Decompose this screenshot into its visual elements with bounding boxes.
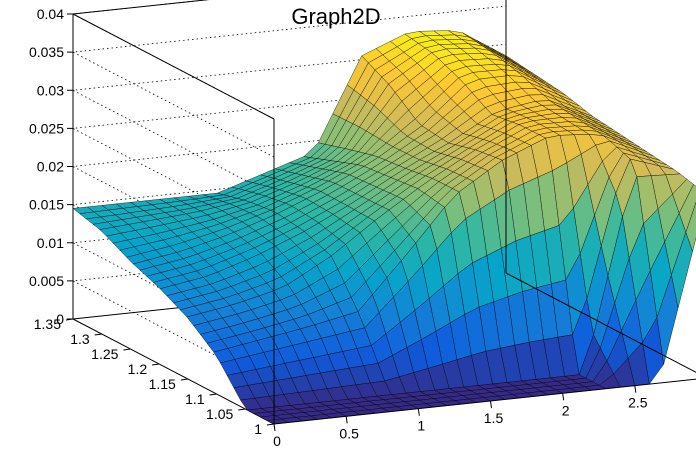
z-tick-label: 0.015 xyxy=(29,197,64,213)
z-tick-label: 0.005 xyxy=(29,273,64,289)
y-tick-label: 1.3 xyxy=(70,331,90,347)
y-tick-label: 1.1 xyxy=(185,391,205,407)
y-tick-label: 1.2 xyxy=(128,361,148,377)
x-tick-label: 0.5 xyxy=(339,425,359,441)
y-tick-mark xyxy=(65,318,74,321)
z-tick-label: 0.02 xyxy=(37,159,64,175)
y-tick-label: 1.05 xyxy=(206,406,233,422)
chart-title: Graph2D xyxy=(291,4,380,29)
x-tick-label: 2.5 xyxy=(628,395,648,411)
y-tick-mark xyxy=(123,348,131,351)
x-tick-mark xyxy=(345,416,348,424)
frame-edge-back xyxy=(72,0,210,15)
z-tick-label: 0.025 xyxy=(29,120,64,136)
x-tick-mark xyxy=(490,400,492,409)
x-tick-label: 2 xyxy=(562,402,570,418)
z-tick-label: 0.035 xyxy=(29,44,64,60)
y-tick-label: 1.15 xyxy=(149,376,176,392)
y-tick-mark xyxy=(209,393,217,396)
y-tick-mark xyxy=(238,408,246,411)
z-tick-label: 0.04 xyxy=(37,6,64,22)
y-tick-mark xyxy=(180,378,188,381)
x-tick-mark xyxy=(273,423,276,432)
y-tick-mark xyxy=(266,423,275,426)
y-tick-mark xyxy=(94,333,102,336)
frame-edge-back xyxy=(72,318,275,425)
y-tick-mark xyxy=(152,363,160,366)
z-tick-label: 0 xyxy=(56,311,64,327)
x-tick-label: 0 xyxy=(273,433,281,449)
x-tick-label: 1 xyxy=(417,418,425,434)
x-tick-mark xyxy=(634,385,637,393)
surface-mesh xyxy=(72,30,696,425)
x-tick-label: 1.5 xyxy=(484,410,504,426)
axes: 0 0.005 0.01 0.015 0.02 0.025 0.03 0.035 0.04 1 1.… xyxy=(29,6,648,449)
z-tick-label: 0.01 xyxy=(37,235,64,251)
surface-cell xyxy=(678,184,696,233)
x-tick-mark xyxy=(562,393,565,401)
y-tick-label: 1.25 xyxy=(91,346,118,362)
frame-edge-front xyxy=(505,272,696,373)
x-tick-mark xyxy=(417,408,420,416)
frame-edge-back xyxy=(72,13,275,120)
y-tick-label: 1.35 xyxy=(34,316,61,332)
y-tick-label: 1 xyxy=(254,421,262,437)
z-tick-label: 0.03 xyxy=(37,82,64,98)
